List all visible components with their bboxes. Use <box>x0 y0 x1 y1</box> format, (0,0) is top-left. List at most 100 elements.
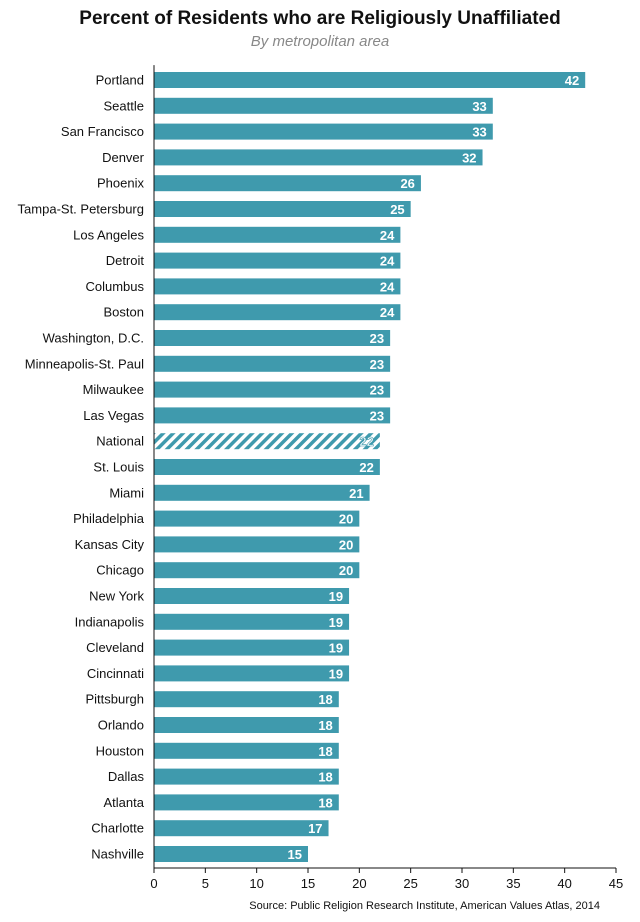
x-tick-label: 25 <box>403 876 417 891</box>
category-label: Tampa-St. Petersburg <box>18 202 144 217</box>
bar <box>154 613 350 630</box>
category-label: Houston <box>96 743 144 758</box>
category-label: Los Angeles <box>73 227 144 242</box>
value-label: 18 <box>318 795 332 810</box>
category-label: Pittsburgh <box>85 692 144 707</box>
value-label: 18 <box>318 744 332 759</box>
value-label: 19 <box>329 666 343 681</box>
chart-title: Percent of Residents who are Religiously… <box>79 8 561 29</box>
value-label: 17 <box>308 821 322 836</box>
value-label: 24 <box>380 254 395 269</box>
category-label: San Francisco <box>61 124 144 139</box>
x-tick-label: 30 <box>455 876 469 891</box>
category-label: Chicago <box>96 563 144 578</box>
value-label: 33 <box>472 125 486 140</box>
category-label: Miami <box>109 485 144 500</box>
category-label: Minneapolis-St. Paul <box>25 356 144 371</box>
bar <box>154 768 339 785</box>
category-label: St. Louis <box>93 460 144 475</box>
value-label: 20 <box>339 563 353 578</box>
bar-national <box>154 433 380 450</box>
category-label: Nashville <box>91 847 144 862</box>
bar <box>154 691 339 708</box>
category-label: National <box>96 434 144 449</box>
bar <box>154 97 493 114</box>
value-label: 21 <box>349 486 363 501</box>
x-tick-label: 5 <box>202 876 209 891</box>
bar <box>154 562 360 579</box>
category-label: Washington, D.C. <box>43 331 144 346</box>
bar <box>154 149 483 166</box>
bar <box>154 252 401 269</box>
bar <box>154 407 391 424</box>
value-label: 18 <box>318 770 332 785</box>
x-tick-label: 40 <box>557 876 571 891</box>
value-label: 25 <box>390 202 404 217</box>
value-label: 26 <box>400 176 414 191</box>
category-label: Columbus <box>85 279 144 294</box>
value-label: 24 <box>380 305 395 320</box>
value-label: 42 <box>565 73 579 88</box>
category-label: Portland <box>96 73 144 88</box>
bar <box>154 794 339 811</box>
bar <box>154 536 360 553</box>
value-label: 18 <box>318 692 332 707</box>
value-label: 22 <box>359 434 373 449</box>
category-label: New York <box>89 589 144 604</box>
value-label: 19 <box>329 615 343 630</box>
category-label: Milwaukee <box>83 382 144 397</box>
category-label: Seattle <box>104 98 144 113</box>
value-label: 19 <box>329 641 343 656</box>
bar <box>154 820 329 837</box>
chart-subtitle: By metropolitan area <box>250 33 390 50</box>
bar <box>154 355 391 372</box>
bar <box>154 175 421 192</box>
value-label: 24 <box>380 279 395 294</box>
category-label: Detroit <box>106 253 145 268</box>
category-label: Indianapolis <box>75 614 145 629</box>
x-tick-label: 0 <box>150 876 157 891</box>
value-label: 20 <box>339 512 353 527</box>
value-label: 23 <box>370 331 384 346</box>
category-label: Las Vegas <box>83 408 144 423</box>
bars-layer: Portland 42 Seattle 33 San Francisco 33 Denver… <box>18 72 586 862</box>
bar <box>154 459 380 475</box>
value-label: 24 <box>380 228 395 243</box>
bar <box>154 639 350 656</box>
source-note: Source: Public Religion Research Institu… <box>249 900 600 912</box>
value-label: 15 <box>288 847 302 862</box>
category-label: Boston <box>104 305 144 320</box>
category-label: Denver <box>102 150 145 165</box>
category-label: Phoenix <box>97 176 144 191</box>
value-label: 19 <box>329 589 343 604</box>
category-label: Dallas <box>108 769 145 784</box>
bar <box>154 330 391 346</box>
value-label: 20 <box>339 537 353 552</box>
category-label: Philadelphia <box>73 511 145 526</box>
category-label: Kansas City <box>75 537 145 552</box>
bar <box>154 484 370 501</box>
category-label: Cincinnati <box>87 666 144 681</box>
category-label: Orlando <box>98 718 144 733</box>
bar <box>154 846 308 862</box>
x-axis: 0 5 10 15 20 25 30 35 40 45 <box>150 65 623 891</box>
value-label: 22 <box>359 460 373 475</box>
bar <box>154 588 350 604</box>
x-tick-label: 20 <box>352 876 366 891</box>
bar <box>154 510 360 527</box>
value-label: 23 <box>370 408 384 423</box>
value-label: 18 <box>318 718 332 733</box>
bar <box>154 226 401 243</box>
bar <box>154 742 339 759</box>
category-label: Cleveland <box>86 640 144 655</box>
value-label: 33 <box>472 99 486 114</box>
category-label: Atlanta <box>104 795 145 810</box>
x-tick-label: 35 <box>506 876 520 891</box>
bar <box>154 278 401 295</box>
bar <box>154 717 339 733</box>
bar <box>154 201 411 217</box>
x-tick-label: 15 <box>301 876 315 891</box>
x-tick-label: 45 <box>609 876 623 891</box>
value-label: 23 <box>370 383 384 398</box>
